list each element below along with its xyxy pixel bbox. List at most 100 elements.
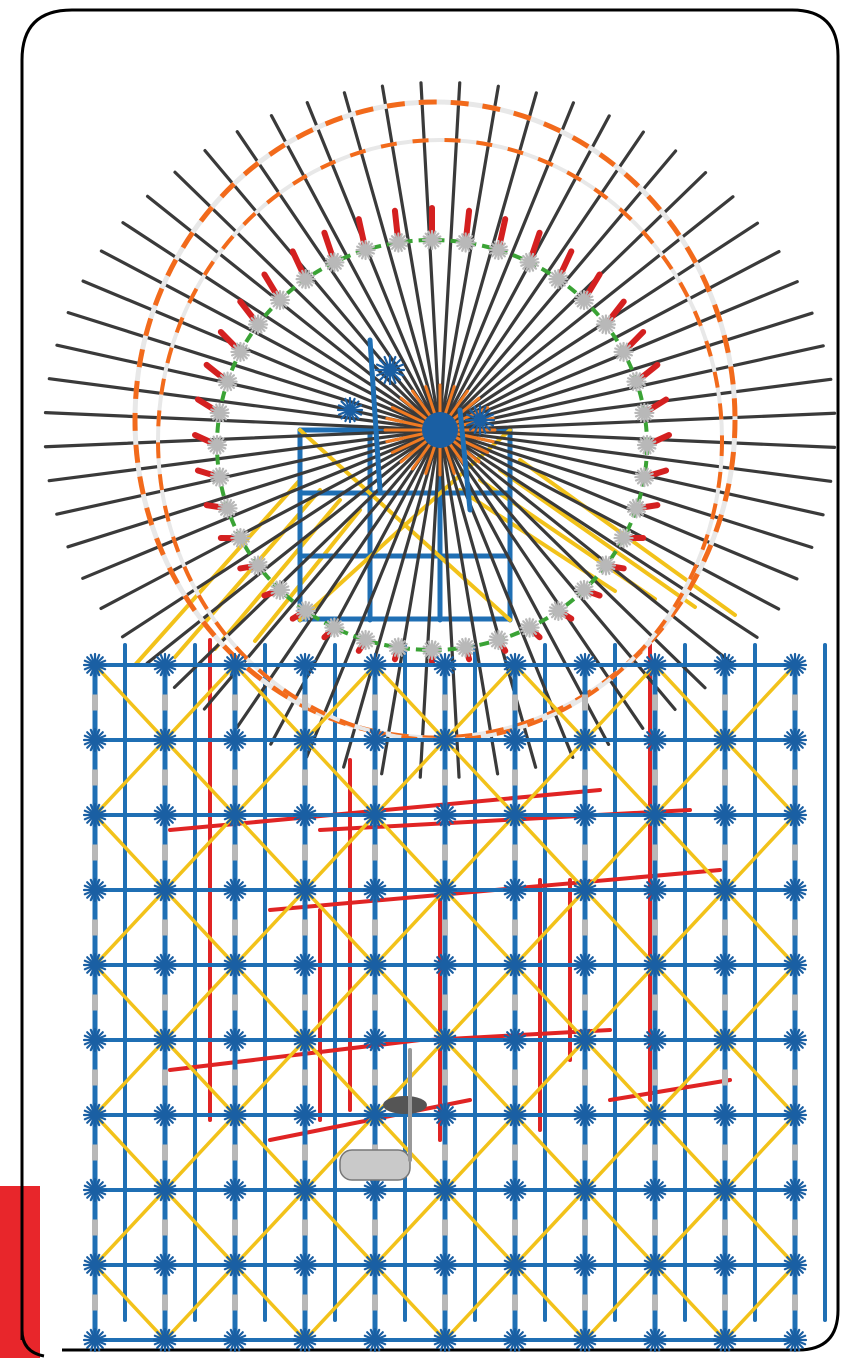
gray-connector	[792, 769, 798, 786]
yellow-brace	[653, 813, 727, 892]
blue-connector	[712, 1252, 738, 1278]
gray-connector	[652, 694, 658, 711]
blue-connector	[362, 1327, 388, 1353]
gray-connector	[652, 769, 658, 786]
wheel-spoke	[438, 428, 735, 666]
inner-ring-connector	[455, 232, 476, 253]
wheel-spoke	[99, 428, 442, 611]
yellow-brace	[513, 813, 587, 892]
inner-ring-connector	[519, 617, 540, 638]
inner-ring-connector	[636, 434, 658, 456]
yellow-brace	[163, 963, 237, 1042]
gray-connector	[92, 1069, 98, 1086]
blue-connector	[502, 652, 528, 678]
yellow-brace	[443, 813, 517, 892]
blue-connector	[362, 952, 388, 978]
wheel-spoke	[438, 149, 678, 432]
gray-connector	[442, 694, 448, 711]
blue-connector	[222, 652, 248, 678]
gray-connector	[232, 919, 238, 936]
yellow-brace	[233, 1263, 307, 1342]
blue-connector	[642, 1327, 668, 1353]
gray-connector	[442, 1219, 448, 1236]
motor-assembly	[339, 1048, 427, 1181]
gray-connector	[512, 1294, 518, 1311]
yellow-brace	[163, 1038, 237, 1117]
gray-connector	[652, 1144, 658, 1161]
blue-connector	[362, 1102, 388, 1128]
inner-ring-connector	[206, 434, 228, 456]
inner-ring-connector	[295, 600, 316, 621]
gray-connector	[582, 994, 588, 1011]
yellow-brace	[723, 663, 797, 742]
inner-ring-connector	[626, 371, 647, 392]
gray-connector	[512, 994, 518, 1011]
yellow-brace	[303, 1188, 377, 1267]
inner-ring-connector	[217, 498, 238, 519]
gray-connector	[512, 769, 518, 786]
inner-ring-connector	[488, 239, 509, 261]
yellow-brace	[373, 663, 447, 742]
blue-connector	[222, 1102, 248, 1128]
blue-connector	[572, 952, 598, 978]
blue-connector	[502, 802, 528, 828]
red-rod	[608, 1078, 732, 1102]
yellow-brace	[303, 738, 377, 817]
yellow-brace	[443, 663, 517, 742]
yellow-brace	[163, 813, 237, 892]
gray-connector	[792, 694, 798, 711]
gray-connector	[162, 1144, 168, 1161]
yellow-brace	[233, 663, 307, 742]
gray-connector	[582, 844, 588, 861]
wheel-spoke	[438, 114, 611, 432]
blue-connector	[642, 1252, 668, 1278]
gray-connector	[162, 1294, 168, 1311]
gray-connector	[162, 844, 168, 861]
inner-ring-connector	[626, 498, 647, 519]
gray-connector	[92, 1294, 98, 1311]
wheel-spoke	[438, 249, 781, 432]
blue-connector	[572, 1177, 598, 1203]
gray-connector	[232, 769, 238, 786]
yellow-brace	[373, 888, 447, 967]
yellow-brace	[373, 1188, 447, 1267]
blue-connector	[572, 1252, 598, 1278]
blue-connector	[152, 1177, 178, 1203]
wheel-spoke	[438, 428, 825, 517]
blue-connector	[712, 652, 738, 678]
gray-connector	[512, 1069, 518, 1086]
yellow-brace	[513, 663, 587, 742]
blue-connector	[782, 727, 808, 753]
inner-ring-connector	[634, 402, 655, 424]
blue-connector	[642, 802, 668, 828]
yellow-brace	[443, 1188, 517, 1267]
gray-connector	[652, 919, 658, 936]
blue-connector	[782, 1327, 808, 1353]
gray-connector	[442, 919, 448, 936]
hub-connector	[374, 354, 406, 386]
roof-rod-right	[498, 468, 697, 609]
yellow-brace	[653, 663, 727, 742]
blue-connector	[502, 952, 528, 978]
yellow-brace	[303, 1113, 377, 1192]
yellow-brace	[513, 1113, 587, 1192]
gray-connector	[722, 1294, 728, 1311]
yellow-brace	[93, 738, 167, 817]
blue-connector	[712, 952, 738, 978]
yellow-brace	[163, 1113, 237, 1192]
wheel-spoke	[438, 411, 837, 432]
gray-connector	[372, 1069, 378, 1086]
blue-connector	[712, 802, 738, 828]
blue-connector	[362, 877, 388, 903]
yellow-brace	[443, 1113, 517, 1192]
gray-connector	[652, 994, 658, 1011]
tower-back-lattice	[123, 427, 827, 1322]
wheel	[43, 81, 837, 779]
blue-connector	[642, 727, 668, 753]
yellow-brace	[93, 1263, 167, 1342]
gray-connector	[232, 1294, 238, 1311]
blue-connector	[782, 877, 808, 903]
yellow-brace	[723, 1188, 797, 1267]
yellow-brace	[303, 813, 377, 892]
blue-connector	[712, 1177, 738, 1203]
